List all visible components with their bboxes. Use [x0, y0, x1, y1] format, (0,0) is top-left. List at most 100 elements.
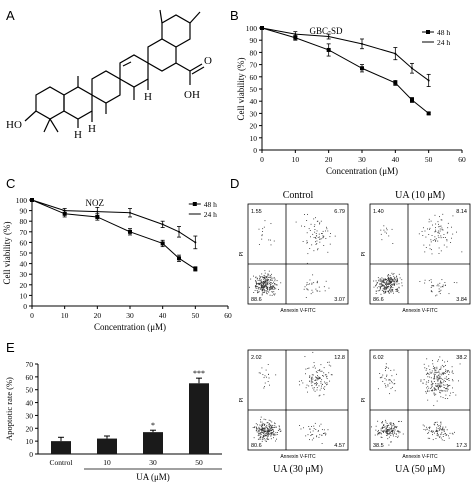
event-dot — [269, 287, 271, 289]
event-dot — [385, 292, 386, 294]
event-dot — [425, 426, 427, 428]
event-dot — [373, 280, 375, 282]
y-tick-label: 0 — [29, 450, 33, 459]
event-dot — [434, 231, 436, 233]
event-dot — [439, 377, 441, 379]
event-dot — [305, 435, 307, 437]
event-dot — [393, 277, 395, 279]
event-dot — [384, 287, 386, 289]
event-dot — [261, 279, 263, 281]
event-dot — [454, 431, 455, 433]
event-dot — [433, 387, 435, 389]
event-dot — [257, 438, 259, 440]
event-dot — [392, 280, 394, 282]
event-dot — [275, 432, 277, 434]
event-dot — [382, 284, 384, 286]
event-dot — [319, 369, 321, 371]
event-dot — [307, 368, 309, 369]
event-dot — [436, 285, 438, 287]
event-dot — [433, 376, 435, 378]
event-dot — [307, 213, 308, 215]
event-dot — [299, 425, 301, 426]
plot-caption: UA (10 μM) — [395, 190, 445, 201]
data-point — [95, 214, 100, 219]
event-dot — [266, 287, 268, 289]
event-dot — [312, 233, 314, 235]
event-dot — [433, 373, 435, 375]
ursolic-acid-structure: HO H H H O OH — [6, 9, 212, 141]
event-dot — [266, 437, 268, 439]
event-dot — [384, 425, 386, 427]
event-dot — [447, 389, 449, 391]
event-dot — [422, 234, 424, 236]
event-dot — [315, 288, 317, 290]
event-dot — [443, 233, 445, 235]
y-tick-label: 100 — [16, 196, 28, 205]
event-dot — [385, 283, 387, 285]
event-dot — [377, 429, 379, 431]
event-dot — [391, 289, 393, 291]
event-dot — [439, 436, 441, 437]
y-tick-label: 30 — [250, 109, 258, 118]
event-dot — [303, 288, 305, 290]
event-dot — [312, 351, 314, 353]
event-dot — [271, 431, 273, 433]
oxygen-label: O — [204, 55, 212, 67]
event-dot — [265, 430, 267, 432]
event-dot — [266, 424, 268, 426]
event-dot — [447, 360, 448, 362]
event-dot — [390, 428, 392, 430]
event-dot — [270, 435, 272, 437]
event-dot — [428, 428, 430, 430]
event-dot — [265, 287, 267, 289]
event-dot — [452, 433, 454, 435]
bar — [189, 383, 209, 454]
event-dot — [438, 377, 440, 379]
event-dot — [445, 394, 447, 396]
event-dot — [426, 368, 428, 370]
event-dot — [264, 285, 266, 286]
event-dot — [325, 230, 326, 232]
event-dot — [267, 438, 269, 440]
event-dot — [327, 251, 329, 253]
event-dot — [392, 430, 394, 432]
event-dot — [257, 286, 259, 288]
event-dot — [320, 381, 322, 382]
x-tick-label: 0 — [30, 311, 34, 320]
event-dot — [394, 390, 396, 392]
event-dot — [433, 393, 435, 395]
event-dot — [317, 236, 319, 238]
event-dot — [274, 293, 276, 295]
event-dot — [433, 378, 435, 380]
event-dot — [255, 280, 257, 282]
event-dot — [437, 384, 439, 386]
event-dot — [315, 237, 316, 238]
event-dot — [379, 377, 381, 379]
event-dot — [271, 288, 273, 290]
event-dot — [400, 420, 402, 422]
event-dot — [383, 430, 385, 432]
event-dot — [321, 443, 323, 444]
event-dot — [379, 287, 381, 289]
event-dot — [390, 422, 392, 424]
event-dot — [380, 436, 382, 438]
x-tick-label: 40 — [392, 155, 400, 164]
event-dot — [441, 227, 443, 229]
data-point — [427, 79, 430, 82]
data-point — [160, 241, 165, 246]
event-dot — [435, 240, 436, 242]
event-dot — [267, 364, 269, 365]
event-dot — [313, 389, 315, 391]
y-tick-label: 0 — [23, 302, 27, 311]
event-dot — [316, 383, 318, 385]
event-dot — [437, 424, 438, 426]
event-dot — [435, 393, 437, 395]
event-dot — [385, 366, 387, 368]
event-dot — [310, 293, 312, 295]
event-dot — [316, 377, 318, 379]
x-axis-label: Annexin V-FITC — [402, 308, 438, 314]
event-dot — [267, 273, 269, 275]
event-dot — [391, 429, 393, 431]
event-dot — [382, 288, 384, 290]
event-dot — [431, 370, 433, 372]
